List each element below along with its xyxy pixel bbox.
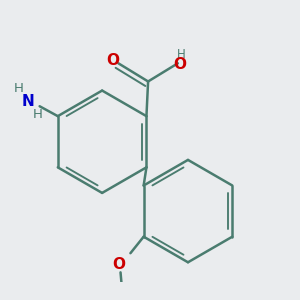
Text: O: O xyxy=(173,58,186,73)
Text: H: H xyxy=(33,108,43,121)
Text: O: O xyxy=(112,257,125,272)
Text: H: H xyxy=(14,82,24,95)
Text: H: H xyxy=(177,48,185,61)
Text: N: N xyxy=(22,94,34,109)
Text: O: O xyxy=(106,52,120,68)
